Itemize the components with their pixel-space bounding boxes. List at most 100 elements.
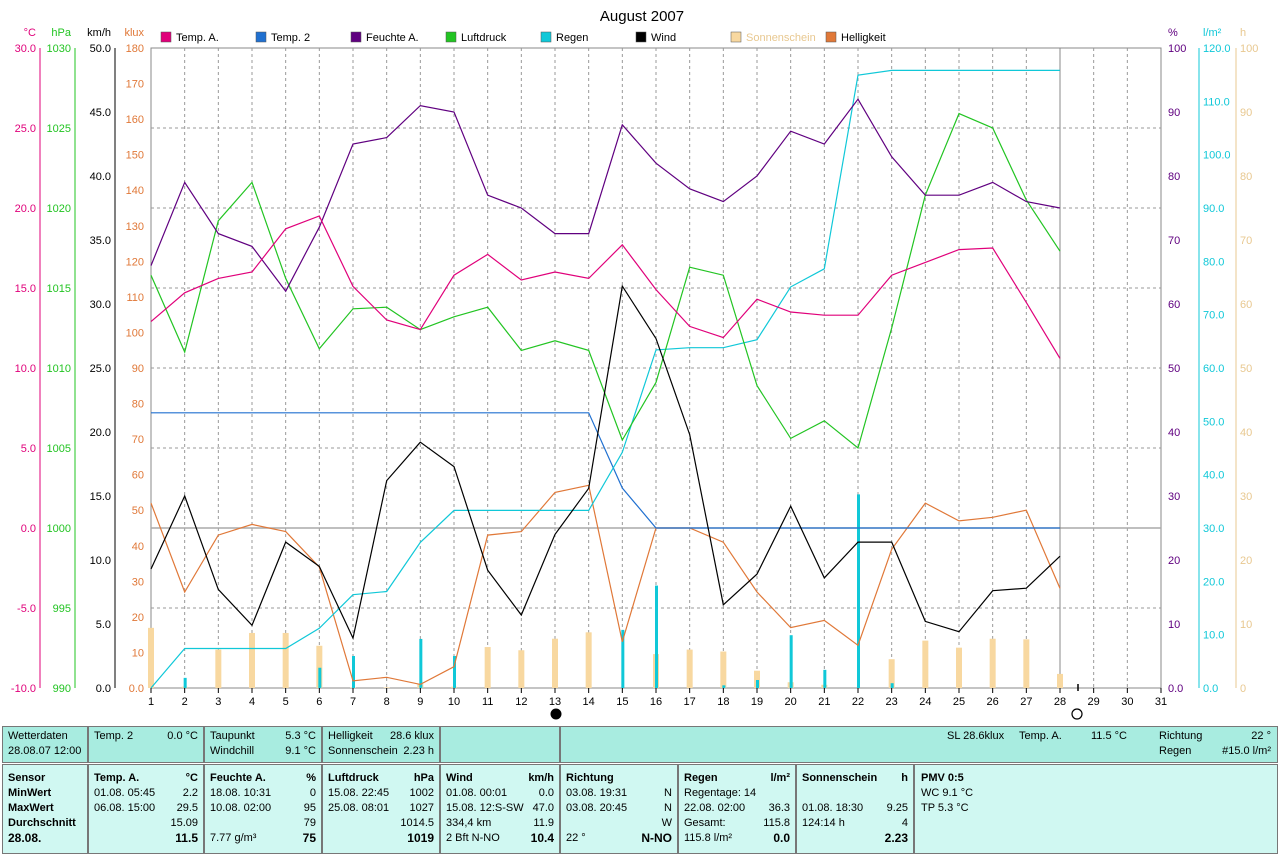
- x-tick-label: 29: [1088, 696, 1100, 708]
- rain-tick-label: 0.0: [1203, 683, 1218, 695]
- pmv-tp: TP 5.3 °C: [921, 802, 969, 814]
- temp-tick-label: -5.0: [17, 603, 36, 615]
- temp2-label: Temp. 2: [94, 730, 134, 742]
- wind-max-val: 47.0: [532, 802, 554, 814]
- richtung-today: N-NO: [641, 831, 672, 845]
- lux-tick-label: 60: [132, 470, 144, 482]
- sunshine-bar: [484, 647, 491, 688]
- x-tick-label: 12: [515, 696, 527, 708]
- temp-title: Temp. A.: [94, 772, 140, 784]
- series-line-feuchte-a-: [150, 98, 1061, 293]
- wind-min-time: 01.08. 00:01: [446, 787, 508, 799]
- stats-pmv: PMV 0:5 WC 9.1 °C TP 5.3 °C: [914, 764, 1278, 854]
- wind-today: 10.4: [530, 831, 554, 845]
- windchill-label: Windchill: [210, 745, 255, 757]
- press-tick-label: 990: [53, 683, 71, 695]
- sunshine-bar: [1057, 673, 1063, 688]
- rain-bar: [722, 685, 726, 688]
- series-lines: [150, 69, 1061, 689]
- sunshine-bar: [1023, 639, 1030, 688]
- sun-tick-label: 20: [1240, 555, 1252, 567]
- rain-tick-label: 100.0: [1203, 150, 1231, 162]
- rain-tick-label: 120.0: [1203, 43, 1231, 55]
- x-tick-label: 15: [616, 696, 628, 708]
- sun-tick-label: 60: [1240, 299, 1252, 311]
- legend-label: Temp. 2: [271, 32, 310, 44]
- x-tick-label: 8: [384, 696, 390, 708]
- full-moon-icon: [1071, 708, 1083, 720]
- lux-tick-label: 10: [132, 647, 144, 659]
- luftdruck-min-time: 15.08. 22:45: [328, 787, 390, 799]
- rain-tick-label: 40.0: [1203, 470, 1224, 482]
- sun-tick-label: 40: [1240, 427, 1252, 439]
- rain-bar: [890, 683, 894, 688]
- lux-unit-label: klux: [124, 27, 144, 39]
- sonnenschein-value: 2.23 h: [403, 745, 434, 757]
- wind-tick-label: 30.0: [90, 299, 111, 311]
- luftdruck-today: 1019: [407, 831, 434, 845]
- lux-tick-label: 130: [126, 221, 144, 233]
- temp-tick-label: 20.0: [15, 203, 36, 215]
- regen-today: 0.0: [773, 831, 790, 845]
- lux-tick-label: 70: [132, 434, 144, 446]
- rain-bar: [352, 656, 355, 688]
- info-current: SL 28.6klux Temp. A. 11.5 °C Richtung 22…: [560, 726, 1278, 763]
- richtung-today-label: 22 °: [566, 832, 586, 844]
- richtung-max-time: 03.08. 20:45: [566, 802, 628, 814]
- sunshine-bar: [888, 659, 895, 688]
- sensor-title: Sensor: [8, 772, 46, 784]
- x-tick-label: 7: [350, 696, 356, 708]
- sun-tick-label: 90: [1240, 107, 1252, 119]
- rain-tick-label: 90.0: [1203, 203, 1224, 215]
- x-tick-label: 26: [987, 696, 999, 708]
- temp-tick-label: 5.0: [21, 443, 36, 455]
- wind-unit-label: km/h: [87, 27, 111, 39]
- temp-tick-label: 30.0: [15, 43, 36, 55]
- wind-tick-label: 20.0: [90, 427, 111, 439]
- sunshine-bar: [282, 632, 289, 688]
- x-tick-label: 9: [417, 696, 423, 708]
- temp-today: 11.5: [175, 831, 198, 845]
- x-tick-label: 19: [751, 696, 763, 708]
- stats-sonne: Sonnenschein h 01.08. 18:30 9.25 124:14 h 4…: [796, 764, 914, 854]
- rain-bar: [318, 667, 322, 688]
- feuchte-min-val: 0: [309, 787, 316, 799]
- sonne-max-val: 9.25: [886, 802, 908, 814]
- hum-tick-label: 40: [1168, 427, 1180, 439]
- legend-swatch: [445, 31, 457, 43]
- luftdruck-title: Luftdruck: [328, 772, 379, 784]
- rain-tick-label: 10.0: [1203, 630, 1224, 642]
- sun-tick-label: 70: [1240, 235, 1252, 247]
- series-line-temp-2: [151, 412, 1060, 529]
- grid: [150, 47, 1162, 689]
- x-tick-label: 31: [1155, 696, 1167, 708]
- rain-tick-label: 20.0: [1203, 576, 1224, 588]
- x-tick-label: 6: [316, 696, 322, 708]
- lux-tick-label: 100: [126, 327, 144, 339]
- luftdruck-avg: 1014.5: [400, 817, 434, 829]
- rain-tick-label: 50.0: [1203, 416, 1224, 428]
- regen-avg: 115.8: [763, 817, 790, 829]
- rain-tick-label: 80.0: [1203, 256, 1224, 268]
- wind-tick-label: 5.0: [96, 619, 111, 631]
- info-helligkeit: Helligkeit 28.6 klux Sonnenschein 2.23 h: [322, 726, 440, 763]
- richtung-avg: W: [661, 817, 672, 829]
- series-line-helligkeit: [150, 484, 1061, 686]
- press-unit-label: hPa: [51, 27, 71, 39]
- sonne-today: 2.23: [884, 831, 908, 845]
- hum-tick-label: 60: [1168, 299, 1180, 311]
- sunshine-bar: [922, 640, 929, 688]
- x-tick-label: 22: [852, 696, 864, 708]
- info-taupunkt: Taupunkt 5.3 °C Windchill 9.1 °C: [204, 726, 322, 763]
- feuchte-avg: 79: [303, 817, 316, 829]
- hum-unit-label: %: [1168, 27, 1178, 39]
- bars: [148, 494, 1063, 688]
- legend-label: Regen: [556, 32, 588, 44]
- wind-avg-label: 334,4 km: [446, 817, 492, 829]
- wind-avg: 11.9: [533, 817, 554, 829]
- rain-tick-label: 110.0: [1203, 96, 1230, 108]
- x-tick-label: 27: [1020, 696, 1032, 708]
- x-axis: 1 2 3 4 5 6 7 8 9 10 11 12 13 14 15 16 17 18 19 20 21 22 23 24 2…: [148, 684, 1167, 720]
- rain-bar: [183, 677, 187, 688]
- wind-tick-label: 40.0: [90, 171, 111, 183]
